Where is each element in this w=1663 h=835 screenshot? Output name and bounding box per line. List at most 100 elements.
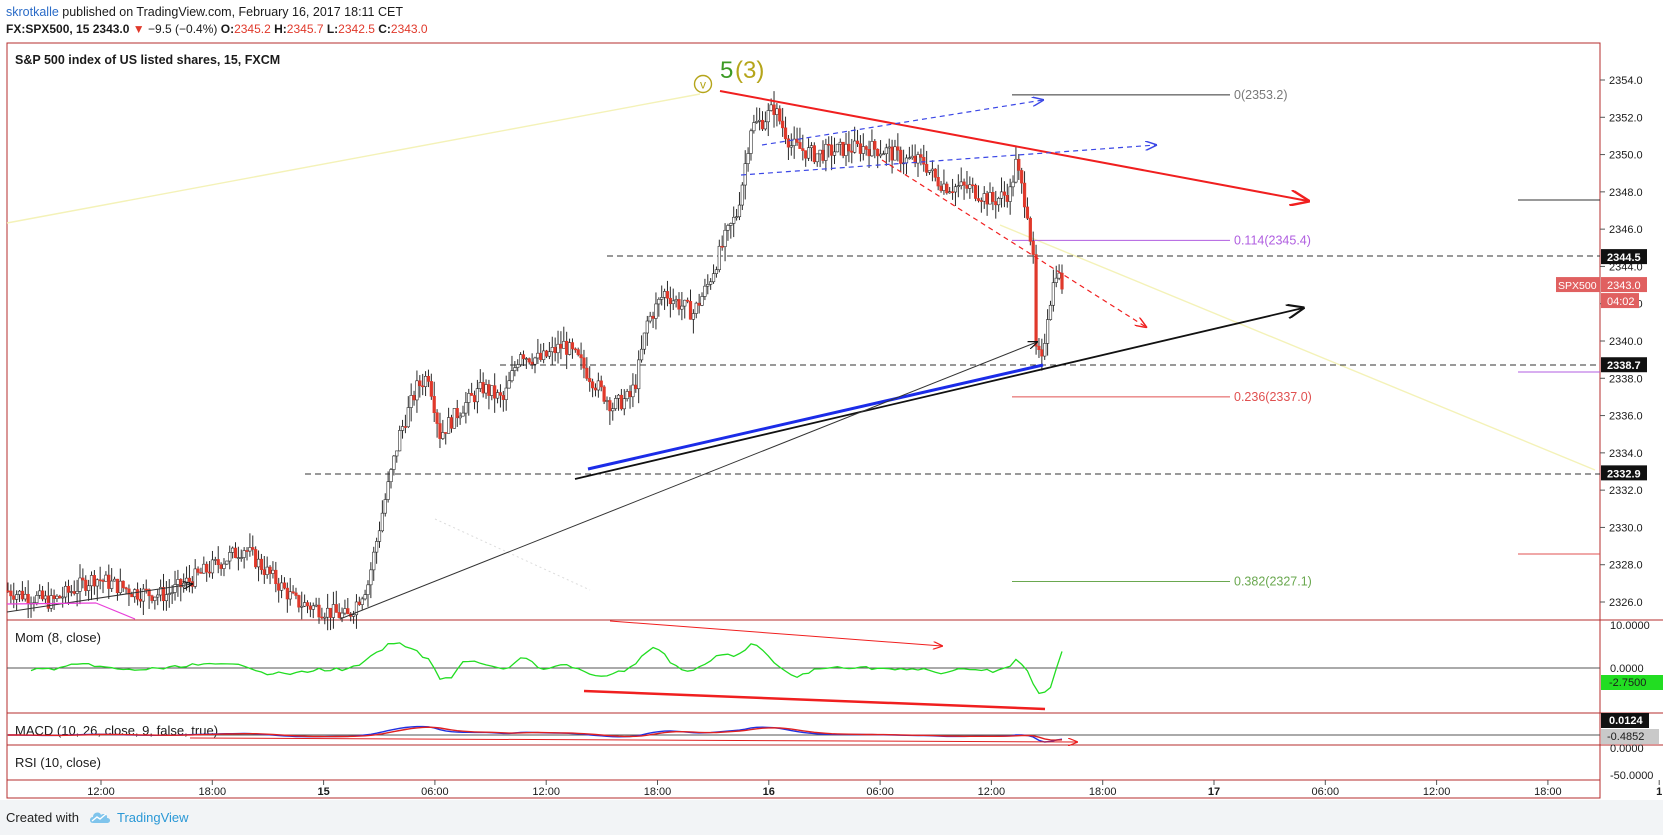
candle-body (976, 198, 981, 201)
candle-body (942, 183, 946, 191)
candle-body (608, 400, 612, 412)
candle-body (331, 604, 336, 618)
candle-body (697, 302, 701, 306)
candle-body (1002, 191, 1007, 196)
candle-body (1014, 158, 1018, 183)
candle-body (674, 299, 678, 302)
candle-body (789, 145, 793, 148)
candle-body (726, 225, 730, 231)
candle-body (801, 148, 805, 151)
candle-body (98, 579, 102, 582)
candle-body (144, 588, 148, 591)
mom-value-badge: -2.7500 (1609, 677, 1646, 689)
mom-divergence-line[interactable] (583, 689, 1046, 711)
candle-body (855, 140, 860, 145)
thin-black-arrow[interactable] (339, 342, 1037, 620)
resistance-trendline[interactable] (719, 90, 1308, 201)
candle-body (648, 315, 652, 322)
candle-body (380, 512, 384, 532)
candle-body (651, 315, 655, 319)
candle-body (798, 142, 802, 149)
tradingview-link[interactable]: TradingView (117, 810, 189, 825)
candle-body (749, 130, 753, 154)
candle-body (259, 558, 264, 571)
candle-body (386, 481, 390, 500)
time-tick-label: 12:00 (532, 786, 560, 798)
support-trendline-black[interactable] (574, 308, 1303, 480)
candle-body (559, 343, 563, 349)
channel-upper-dashed[interactable] (761, 100, 1043, 146)
candle-body (936, 177, 940, 187)
candle-body (896, 146, 900, 151)
support-trendline-blue[interactable] (587, 363, 1044, 471)
candle-body (835, 143, 839, 153)
small-black-arrow[interactable] (6, 584, 192, 613)
author-link[interactable]: skrotkalle (6, 5, 59, 19)
candle-body (72, 591, 76, 594)
candle-body (205, 563, 209, 573)
candle-body (691, 313, 695, 320)
candle-body (1051, 282, 1055, 306)
candle-body (277, 583, 281, 591)
time-tick-label: 18:00 (1089, 786, 1117, 798)
candle-body (202, 563, 206, 574)
time-axis[interactable]: 12:00 18:00 15 06:00 12:00 18:00 16 06:00 12:00 1… (87, 780, 1662, 798)
last-price-badge: 2343.0 (1607, 280, 1641, 292)
last-price: 2343.0 (92, 22, 130, 36)
candle-body (478, 382, 482, 389)
candle-body (688, 301, 693, 320)
chart-canvas[interactable]: 2326.0 2328.0 2330.0 2332.0 2334.0 2336.0 2338… (0, 0, 1663, 800)
candle-body (23, 593, 27, 600)
candle-body (176, 579, 180, 585)
candle-body (1057, 272, 1061, 279)
open-label: O: (220, 22, 235, 36)
candle-body (49, 595, 53, 609)
mom-divergence-arrow[interactable] (609, 620, 942, 646)
candle-body (582, 357, 586, 369)
candle-body (639, 348, 644, 361)
price-axis[interactable]: 2326.0 2328.0 2330.0 2332.0 2334.0 2336.0 2338… (1600, 75, 1643, 609)
candle-body (233, 547, 238, 559)
candle-body (513, 367, 517, 371)
candle-body (847, 143, 851, 152)
candle-body (9, 590, 13, 597)
candle-body (893, 146, 897, 161)
candle-body (46, 595, 50, 609)
candle-body (527, 358, 531, 363)
candle-body (173, 584, 177, 593)
candlestick-series[interactable] (6, 91, 1064, 631)
candle-body (524, 358, 528, 360)
price-tick-label: 2338.0 (1609, 373, 1643, 385)
candle-body (593, 387, 598, 391)
candle-body (542, 350, 546, 360)
price-tick-label: 2340.0 (1609, 336, 1643, 348)
channel-lower-dashed[interactable] (740, 145, 1156, 176)
candle-body (455, 408, 459, 419)
candle-body (135, 589, 140, 600)
candle-body (475, 388, 480, 403)
candle-body (662, 291, 667, 298)
candle-body (377, 530, 382, 542)
candle-body (314, 604, 318, 607)
candle-body (389, 469, 393, 483)
macd-arrow[interactable] (189, 737, 1077, 742)
fib-retracement[interactable]: 0(2353.2) 0.114(2345.4) 0.236(2337.0) 0.382… (1012, 88, 1312, 589)
candle-body (326, 607, 330, 618)
candle-body (760, 119, 765, 130)
red-dashed-projection[interactable] (881, 159, 1146, 327)
candle-body (769, 104, 773, 111)
candle-body (372, 551, 376, 571)
candle-body (544, 350, 549, 357)
candle-body (17, 590, 22, 595)
candle-body (1017, 158, 1021, 171)
candle-body (121, 580, 125, 589)
candle-body (861, 146, 865, 154)
candle-body (403, 426, 408, 428)
candle-body (997, 198, 1001, 206)
candle-body (890, 146, 894, 161)
countdown-badge: 04:02 (1607, 296, 1635, 308)
symbol-label: FX:SPX500, 15 (6, 22, 90, 36)
candle-body (441, 432, 445, 439)
time-tick-label: 1 (1656, 786, 1662, 798)
candle-body (337, 612, 341, 618)
